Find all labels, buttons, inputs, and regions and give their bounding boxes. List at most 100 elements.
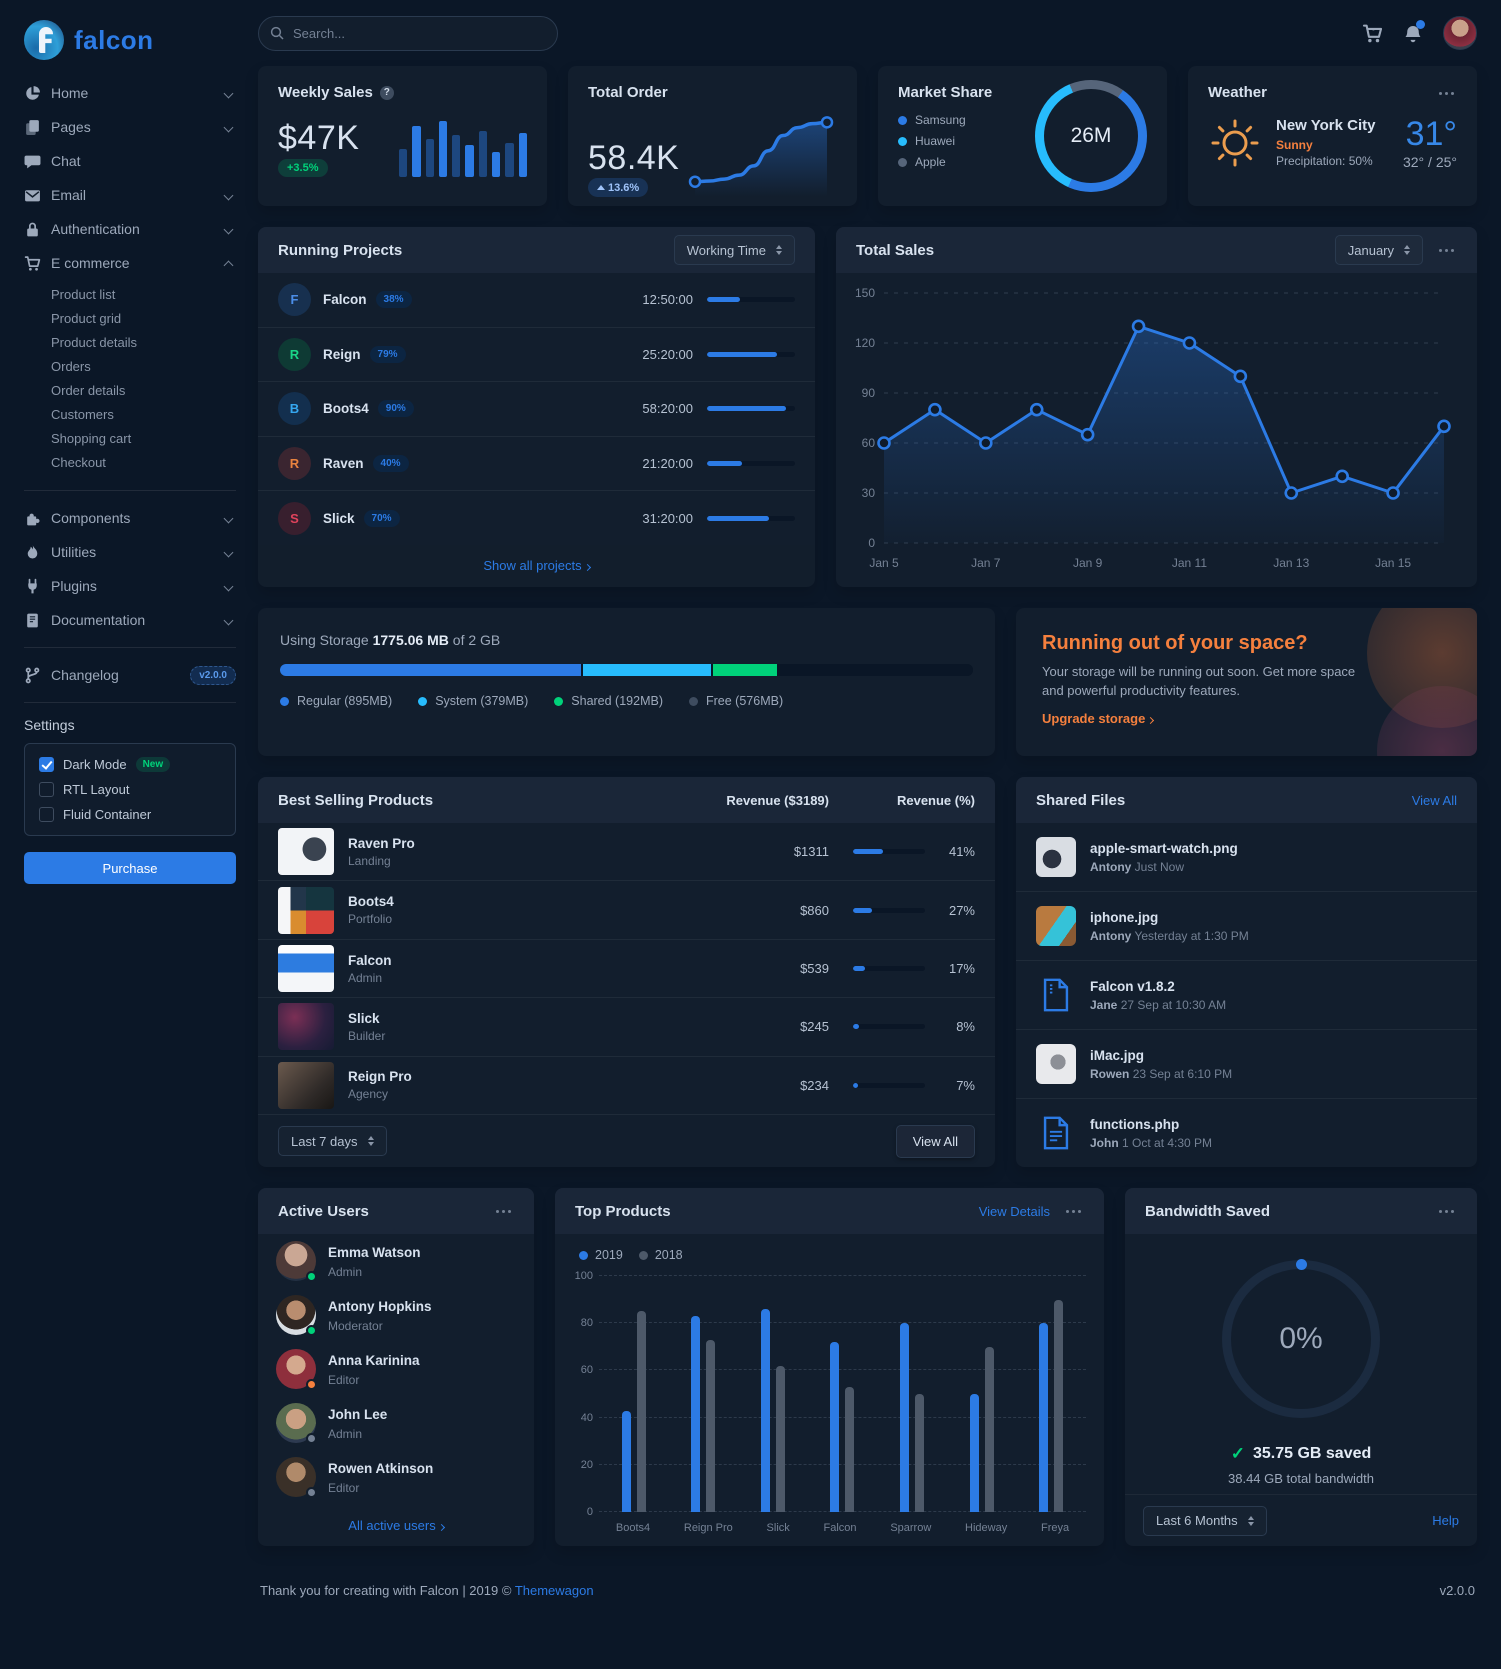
product-category[interactable]: Portfolio bbox=[348, 912, 393, 927]
project-progress-bar bbox=[707, 351, 795, 357]
product-category[interactable]: Landing bbox=[348, 853, 391, 868]
sidebar-item-product-grid[interactable]: Product grid bbox=[51, 310, 122, 326]
avatar[interactable] bbox=[276, 1241, 317, 1282]
fluid-container-toggle[interactable]: Fluid Container bbox=[39, 807, 221, 822]
dark-mode-toggle[interactable]: Dark Mode New bbox=[39, 757, 221, 772]
month-select[interactable]: January bbox=[1334, 235, 1423, 265]
product-name[interactable]: Reign Pro bbox=[348, 1069, 412, 1085]
file-thumbnail[interactable] bbox=[1036, 837, 1076, 877]
svg-text:Jan 13: Jan 13 bbox=[1273, 556, 1309, 570]
file-time: 27 Sep at 10:30 AM bbox=[1120, 997, 1227, 1012]
product-name[interactable]: Slick bbox=[348, 1010, 380, 1026]
show-all-projects-link[interactable]: Show all projects bbox=[483, 558, 591, 573]
sidebar-item-pages[interactable]: Pages bbox=[24, 110, 236, 144]
file-name[interactable]: apple-smart-watch.png bbox=[1090, 840, 1238, 856]
avatar[interactable] bbox=[276, 1403, 317, 1444]
sidebar-item-home[interactable]: Home bbox=[24, 76, 236, 110]
product-category[interactable]: Admin bbox=[348, 970, 383, 985]
check-icon bbox=[1231, 1444, 1245, 1464]
avatar[interactable] bbox=[276, 1295, 317, 1336]
legend-item-2019[interactable]: 2019 bbox=[579, 1248, 623, 1262]
sidebar-item-shopping-cart[interactable]: Shopping cart bbox=[51, 430, 132, 446]
checkbox-icon[interactable] bbox=[39, 782, 54, 797]
product-thumbnail[interactable] bbox=[278, 828, 334, 876]
more-options-icon[interactable] bbox=[1439, 248, 1457, 252]
last-6-months-select[interactable]: Last 6 Months bbox=[1143, 1505, 1267, 1536]
view-all-button[interactable]: View All bbox=[895, 1124, 975, 1158]
sidebar-item-utilities[interactable]: Utilities bbox=[24, 535, 236, 569]
help-icon[interactable] bbox=[379, 85, 394, 100]
legend-item-2018[interactable]: 2018 bbox=[638, 1248, 683, 1262]
product-thumbnail[interactable] bbox=[278, 1003, 334, 1051]
legend-dot bbox=[898, 157, 907, 167]
more-options-icon[interactable] bbox=[1439, 91, 1457, 95]
sidebar-item-authentication[interactable]: Authentication bbox=[24, 212, 236, 246]
user-name[interactable]: Antony Hopkins bbox=[328, 1298, 432, 1314]
user-name[interactable]: Anna Karinina bbox=[328, 1352, 420, 1368]
sidebar-item-customers[interactable]: Customers bbox=[51, 406, 114, 422]
sidebar-item-orders[interactable]: Orders bbox=[51, 358, 91, 374]
project-name[interactable]: Boots4 bbox=[323, 401, 369, 417]
checkbox-checked-icon[interactable] bbox=[39, 757, 54, 772]
checkbox-icon[interactable] bbox=[39, 807, 54, 822]
all-active-users-link[interactable]: All active users bbox=[348, 1518, 445, 1533]
product-thumbnail[interactable] bbox=[278, 1061, 334, 1109]
sidebar-item-checkout[interactable]: Checkout bbox=[51, 454, 106, 470]
upgrade-storage-link[interactable]: Upgrade storage bbox=[1042, 711, 1155, 726]
product-thumbnail[interactable] bbox=[278, 945, 334, 993]
notifications-bell-icon[interactable] bbox=[1403, 19, 1425, 44]
sort-arrows-icon bbox=[1404, 242, 1410, 258]
sidebar-item-order-details[interactable]: Order details bbox=[51, 382, 126, 398]
brand-logo[interactable]: falcon bbox=[24, 14, 236, 66]
search-input[interactable] bbox=[258, 15, 558, 51]
code-file-icon[interactable] bbox=[1036, 1113, 1076, 1153]
working-time-select[interactable]: Working Time bbox=[673, 235, 795, 265]
avatar[interactable] bbox=[276, 1349, 317, 1390]
product-category[interactable]: Builder bbox=[348, 1028, 386, 1043]
file-name[interactable]: Falcon v1.8.2 bbox=[1090, 978, 1175, 994]
avatar[interactable] bbox=[276, 1457, 317, 1498]
project-name[interactable]: Falcon bbox=[323, 292, 367, 308]
sidebar-item-plugins[interactable]: Plugins bbox=[24, 569, 236, 603]
last-7-days-select[interactable]: Last 7 days bbox=[278, 1126, 387, 1157]
view-all-link[interactable]: View All bbox=[1411, 792, 1457, 808]
file-name[interactable]: iMac.jpg bbox=[1090, 1047, 1145, 1063]
product-name[interactable]: Boots4 bbox=[348, 894, 394, 910]
more-options-icon[interactable] bbox=[1439, 1209, 1457, 1213]
themewagon-link[interactable]: Themewagon bbox=[514, 1583, 594, 1598]
products-files-row: Best Selling Products Revenue ($3189) Re… bbox=[258, 777, 1477, 1167]
product-thumbnail[interactable] bbox=[278, 886, 334, 934]
file-thumbnail[interactable] bbox=[1036, 906, 1076, 946]
user-name[interactable]: Emma Watson bbox=[328, 1244, 421, 1260]
file-name[interactable]: functions.php bbox=[1090, 1116, 1180, 1132]
product-category[interactable]: Agency bbox=[348, 1087, 389, 1102]
chevron-down-icon bbox=[223, 581, 234, 591]
cart-icon[interactable] bbox=[1362, 23, 1383, 44]
purchase-button[interactable]: Purchase bbox=[24, 852, 236, 884]
user-avatar[interactable] bbox=[1443, 16, 1477, 50]
sidebar-item-changelog[interactable]: Changelog v2.0.0 bbox=[24, 658, 236, 692]
view-details-link[interactable]: View Details bbox=[978, 1203, 1050, 1219]
project-row: F Falcon 38% 12:50:00 bbox=[258, 273, 815, 328]
sidebar-item-email[interactable]: Email bbox=[24, 178, 236, 212]
file-name[interactable]: iphone.jpg bbox=[1090, 909, 1159, 925]
user-name[interactable]: John Lee bbox=[328, 1406, 388, 1422]
more-options-icon[interactable] bbox=[496, 1209, 514, 1213]
more-options-icon[interactable] bbox=[1066, 1209, 1084, 1213]
help-link[interactable]: Help bbox=[1432, 1513, 1459, 1528]
sidebar-item-product-details[interactable]: Product details bbox=[51, 334, 137, 350]
project-name[interactable]: Slick bbox=[323, 510, 355, 526]
sidebar-item-product-list[interactable]: Product list bbox=[51, 286, 116, 302]
product-name[interactable]: Falcon bbox=[348, 952, 392, 968]
sidebar-item-ecommerce[interactable]: E commerce bbox=[24, 246, 236, 280]
sidebar-item-chat[interactable]: Chat bbox=[24, 144, 236, 178]
rtl-layout-toggle[interactable]: RTL Layout bbox=[39, 782, 221, 797]
product-name[interactable]: Raven Pro bbox=[348, 835, 415, 851]
user-name[interactable]: Rowen Atkinson bbox=[328, 1460, 434, 1476]
zip-file-icon[interactable] bbox=[1036, 975, 1076, 1015]
file-thumbnail[interactable] bbox=[1036, 1044, 1076, 1084]
project-name[interactable]: Raven bbox=[323, 456, 364, 472]
sidebar-item-documentation[interactable]: Documentation bbox=[24, 603, 236, 637]
project-name[interactable]: Reign bbox=[323, 346, 361, 362]
sidebar-item-components[interactable]: Components bbox=[24, 501, 236, 535]
